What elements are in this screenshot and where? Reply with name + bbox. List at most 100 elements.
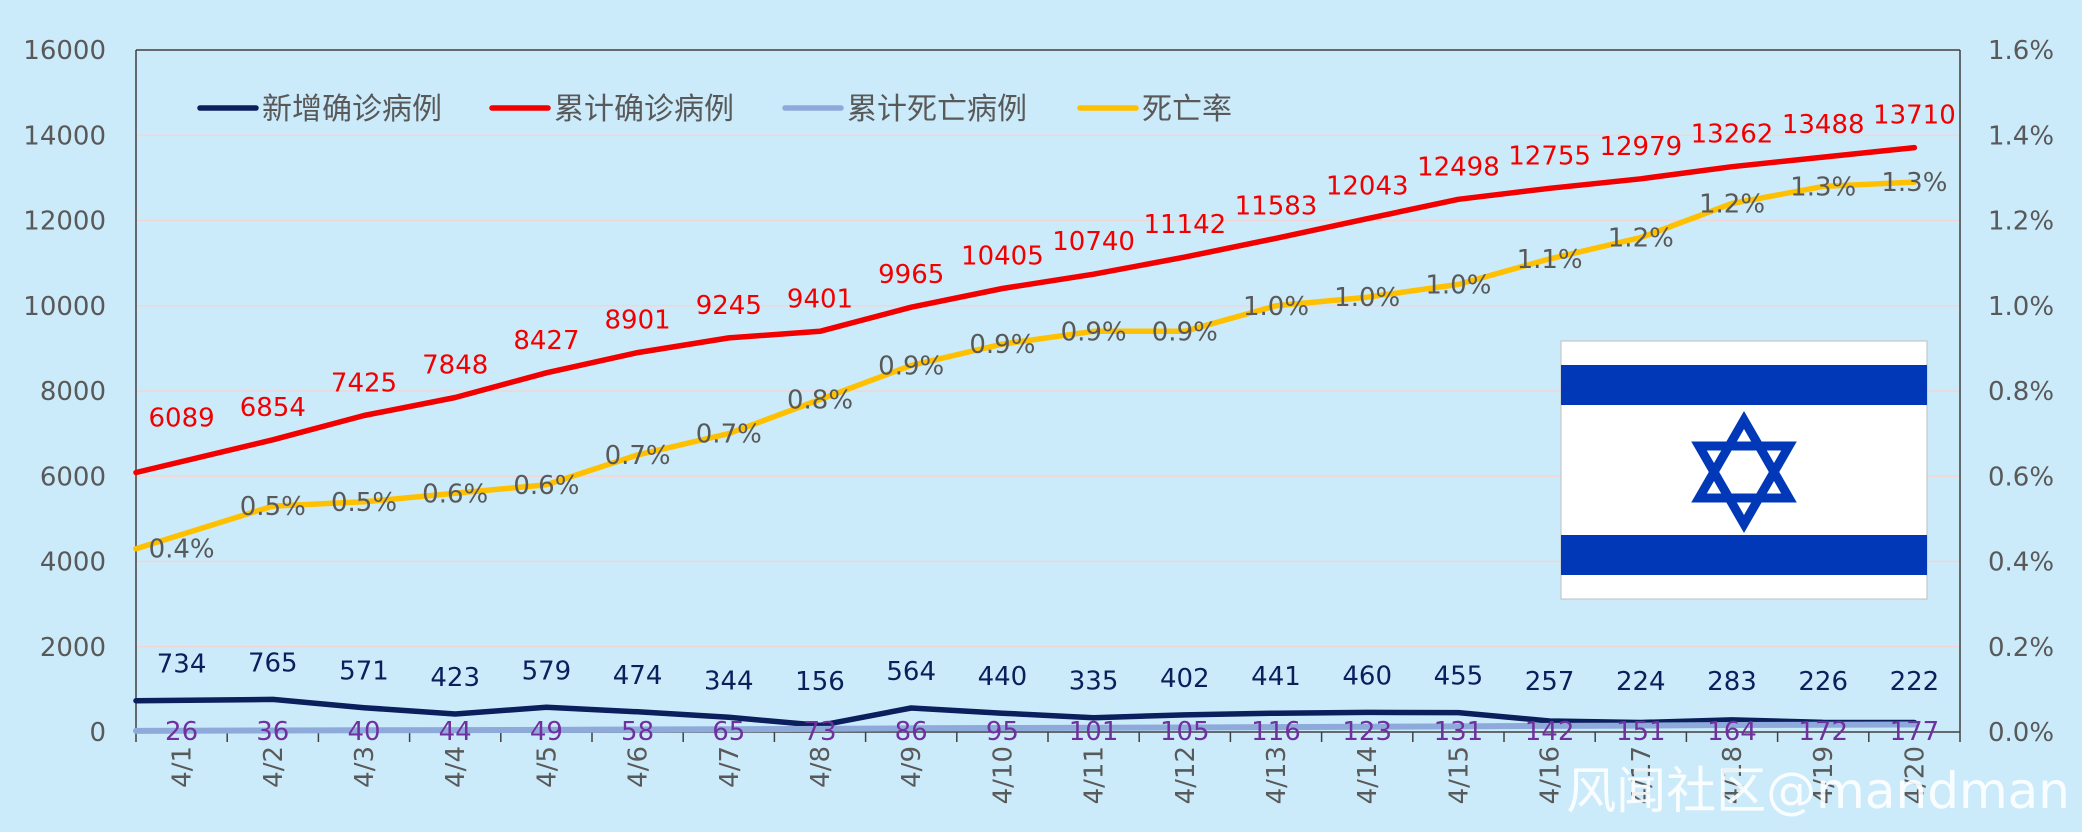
data-label-3: 0.4% bbox=[149, 535, 215, 565]
data-label-1: 13710 bbox=[1873, 101, 1956, 131]
legend-label: 累计死亡病例 bbox=[847, 92, 1027, 127]
data-label-2: 123 bbox=[1342, 717, 1392, 747]
data-label-3: 0.6% bbox=[422, 479, 488, 509]
data-label-2: 26 bbox=[165, 717, 198, 747]
y2-tick-label: 1.0% bbox=[1988, 292, 2054, 322]
data-label-3: 0.5% bbox=[331, 488, 397, 518]
data-label-3: 0.9% bbox=[969, 330, 1035, 360]
series-line-0 bbox=[133, 696, 1918, 729]
x-tick-label: 4/20 bbox=[1900, 746, 1930, 804]
y2-tick-label: 0.6% bbox=[1988, 462, 2054, 492]
data-label-1: 6854 bbox=[240, 393, 306, 423]
x-tick-label: 4/13 bbox=[1262, 746, 1292, 804]
series-line-3 bbox=[133, 179, 1918, 552]
data-label-0: 571 bbox=[339, 657, 389, 687]
x-tick-label: 4/4 bbox=[441, 746, 471, 788]
data-label-1: 9965 bbox=[878, 260, 944, 290]
y2-tick-label: 1.2% bbox=[1988, 207, 2054, 237]
y2-tick-label: 1.4% bbox=[1988, 121, 2054, 151]
legend-label: 新增确诊病例 bbox=[262, 92, 442, 127]
data-label-0: 156 bbox=[795, 667, 845, 697]
data-label-1: 10740 bbox=[1052, 227, 1135, 257]
data-label-1: 11142 bbox=[1143, 210, 1226, 240]
data-label-2: 105 bbox=[1160, 717, 1210, 747]
axes: 0 2000 4000 6000 8000 10000 12000 14000 16000 0.0… bbox=[23, 36, 2054, 804]
data-label-1: 13262 bbox=[1691, 120, 1774, 150]
x-tick-label: 4/14 bbox=[1353, 746, 1383, 804]
x-tick-label: 4/16 bbox=[1536, 746, 1566, 804]
flag-top-stripe bbox=[1561, 365, 1927, 405]
data-label-3: 0.6% bbox=[513, 471, 579, 501]
data-label-1: 8427 bbox=[513, 326, 579, 356]
y-tick-label: 12000 bbox=[23, 207, 106, 237]
y2-tick-label: 0.2% bbox=[1988, 633, 2054, 663]
gridlines bbox=[136, 49, 1960, 648]
y-tick-label: 2000 bbox=[40, 633, 106, 663]
series-line-2 bbox=[133, 721, 1918, 734]
x-tick-label: 4/10 bbox=[988, 746, 1018, 804]
x-tick-label: 4/7 bbox=[715, 746, 745, 788]
data-label-0: 222 bbox=[1890, 667, 1940, 697]
data-label-2: 177 bbox=[1890, 717, 1940, 747]
x-tick-label: 4/6 bbox=[624, 746, 654, 788]
data-label-2: 49 bbox=[530, 717, 563, 747]
data-label-1: 6089 bbox=[149, 403, 215, 433]
data-label-2: 73 bbox=[803, 717, 836, 747]
data-label-0: 474 bbox=[613, 661, 663, 691]
data-label-3: 1.3% bbox=[1881, 168, 1947, 198]
x-tick-label: 4/3 bbox=[350, 746, 380, 788]
y-tick-label: 10000 bbox=[23, 292, 106, 322]
data-label-1: 12755 bbox=[1508, 141, 1591, 171]
y-tick-label: 8000 bbox=[40, 377, 106, 407]
x-tick-label: 4/2 bbox=[259, 746, 289, 788]
data-label-2: 36 bbox=[256, 717, 289, 747]
data-label-0: 226 bbox=[1798, 667, 1848, 697]
data-label-1: 9245 bbox=[696, 291, 762, 321]
data-label-3: 0.7% bbox=[605, 441, 671, 471]
x-tick-label: 4/1 bbox=[168, 746, 198, 788]
data-label-1: 7848 bbox=[422, 350, 488, 380]
data-label-3: 0.8% bbox=[787, 386, 853, 416]
data-label-0: 440 bbox=[978, 662, 1028, 692]
data-label-3: 0.5% bbox=[240, 492, 306, 522]
data-label-3: 0.9% bbox=[1152, 317, 1218, 347]
data-label-0: 283 bbox=[1707, 667, 1757, 697]
data-label-3: 1.3% bbox=[1790, 172, 1856, 202]
star-of-david-down bbox=[1691, 441, 1797, 534]
data-label-2: 40 bbox=[347, 717, 380, 747]
y-tick-label: 4000 bbox=[40, 548, 106, 578]
data-label-3: 1.1% bbox=[1517, 245, 1583, 275]
data-label-1: 12979 bbox=[1599, 132, 1682, 162]
y-tick-label: 0 bbox=[89, 718, 106, 748]
data-label-2: 65 bbox=[712, 717, 745, 747]
star-of-david-up bbox=[1691, 410, 1797, 503]
x-tick-label: 4/17 bbox=[1627, 746, 1657, 804]
data-label-2: 86 bbox=[895, 717, 928, 747]
israel-flag bbox=[1560, 340, 1928, 600]
legend: 新增确诊病例 累计确诊病例 累计死亡病例 死亡率 bbox=[197, 92, 1232, 127]
x-tick-label: 4/11 bbox=[1080, 746, 1110, 804]
data-label-3: 1.2% bbox=[1608, 224, 1674, 254]
data-label-2: 164 bbox=[1707, 717, 1757, 747]
x-tick-label: 4/15 bbox=[1444, 746, 1474, 804]
data-label-1: 13488 bbox=[1782, 110, 1865, 140]
series-line-1 bbox=[133, 144, 1918, 476]
data-label-1: 12043 bbox=[1326, 172, 1409, 202]
data-label-3: 1.0% bbox=[1425, 270, 1491, 300]
data-label-0: 423 bbox=[430, 663, 480, 693]
y-tick-label: 6000 bbox=[40, 462, 106, 492]
x-tick-label: 4/8 bbox=[806, 746, 836, 788]
data-label-0: 335 bbox=[1069, 667, 1119, 697]
data-label-1: 9401 bbox=[787, 284, 853, 314]
flag-bottom-stripe bbox=[1561, 535, 1927, 575]
data-label-0: 344 bbox=[704, 666, 754, 696]
data-label-0: 460 bbox=[1342, 661, 1392, 691]
data-label-0: 455 bbox=[1434, 662, 1484, 692]
x-tick-label: 4/19 bbox=[1809, 746, 1839, 804]
data-label-2: 116 bbox=[1251, 717, 1301, 747]
data-label-3: 0.9% bbox=[878, 351, 944, 381]
data-label-3: 1.0% bbox=[1334, 283, 1400, 313]
data-label-0: 224 bbox=[1616, 667, 1666, 697]
y-tick-label: 14000 bbox=[23, 121, 106, 151]
